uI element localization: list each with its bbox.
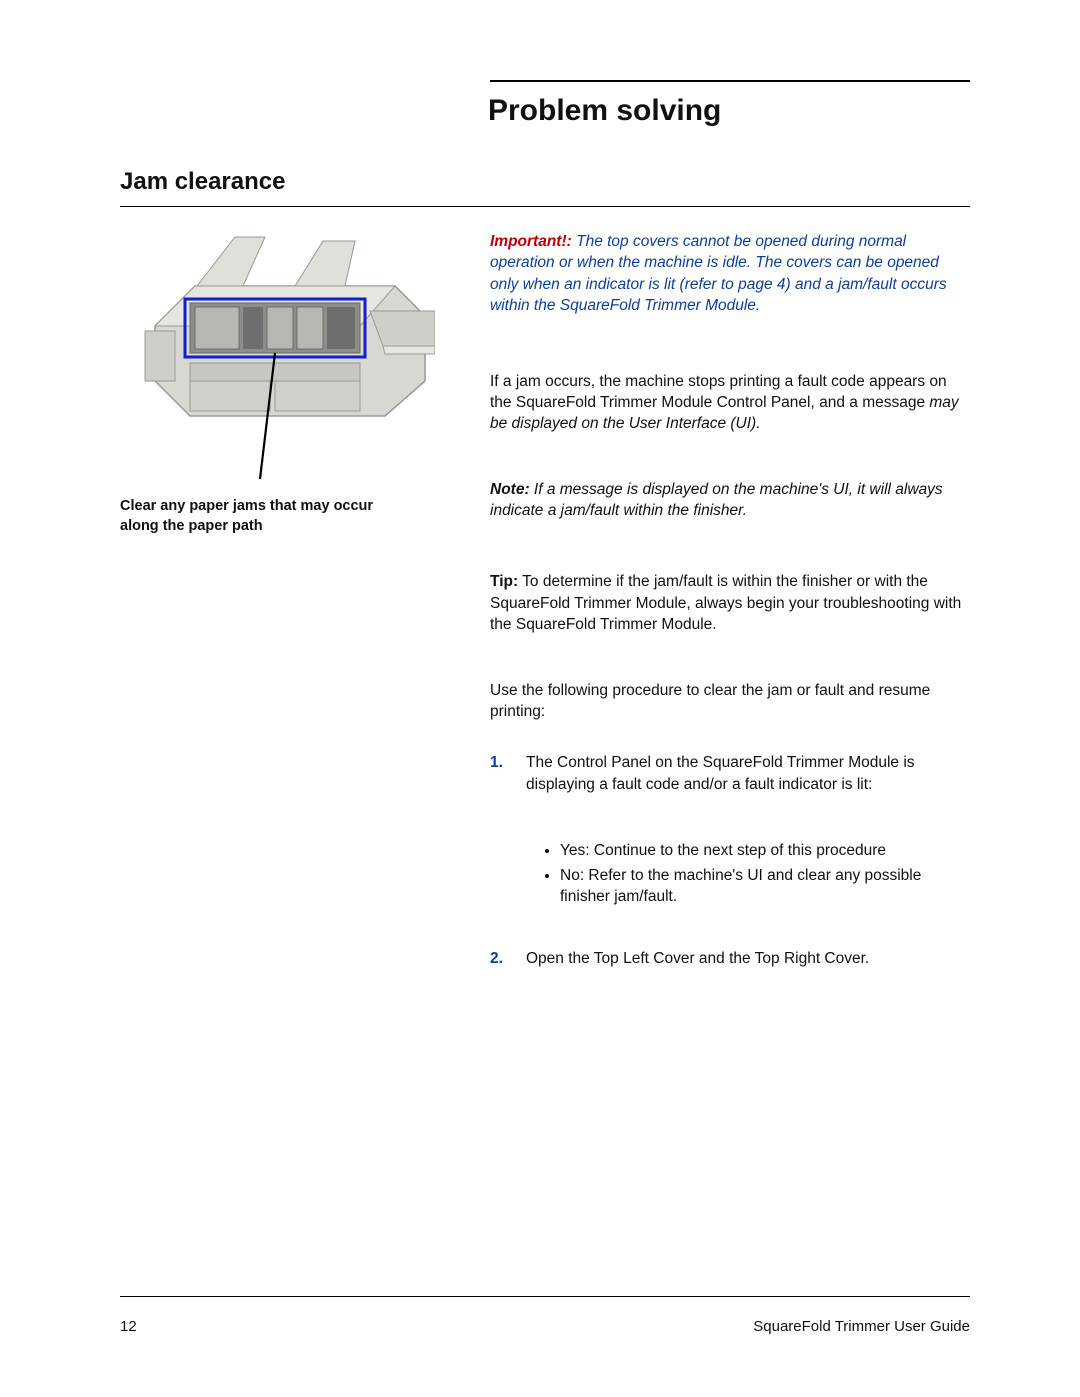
footer-divider [120,1296,970,1297]
jam-paragraph: If a jam occurs, the machine stops print… [490,371,970,435]
chapter-title: Problem solving [120,94,970,128]
note-text: If a message is displayed on the machine… [490,481,943,519]
tip-block: Tip: To determine if the jam/fault is wi… [490,571,970,635]
note-label: Note: [490,481,530,498]
important-label: Important!: [490,233,572,250]
footer-title: SquareFold Trimmer User Guide [753,1318,970,1335]
bullet-no: No: Refer to the machine's UI and clear … [560,866,970,908]
step-2-text: Open the Top Left Cover and the Top Righ… [526,948,970,969]
section-title: Jam clearance [120,168,285,196]
step-1-num: 1. [490,752,512,795]
section-divider [120,206,970,207]
step-2: 2. Open the Top Left Cover and the Top R… [490,948,970,969]
section-header: Jam clearance [120,168,970,196]
left-column: Clear any paper jams that may occur alon… [120,231,450,1015]
jam-part1: If a jam occurs, the machine stops print… [490,373,947,411]
step-2-num: 2. [490,948,512,969]
page-number: 12 [120,1318,137,1335]
document-page: Problem solving Jam clearance [0,0,1080,1397]
page-footer: 12 SquareFold Trimmer User Guide [120,1318,970,1335]
chapter-divider [490,80,970,82]
step-1-text: The Control Panel on the SquareFold Trim… [526,752,970,795]
procedure-intro: Use the following procedure to clear the… [490,680,970,723]
step-1-bullets: Yes: Continue to the next step of this p… [560,841,970,908]
caption-line2: along the paper path [120,518,263,534]
bullet-yes: Yes: Continue to the next step of this p… [560,841,970,862]
device-illustration [135,231,435,481]
right-column: Important!: The top covers cannot be ope… [490,231,970,1015]
illustration-caption: Clear any paper jams that may occur alon… [120,497,450,536]
note-block: Note: If a message is displayed on the m… [490,479,970,522]
important-block: Important!: The top covers cannot be ope… [490,231,970,317]
tip-text: To determine if the jam/fault is within … [490,573,961,633]
tip-label: Tip: [490,573,518,590]
caption-line1: Clear any paper jams that may occur [120,498,373,514]
body-columns: Clear any paper jams that may occur alon… [120,231,970,1015]
step-1: 1. The Control Panel on the SquareFold T… [490,752,970,795]
device-svg [135,231,435,481]
